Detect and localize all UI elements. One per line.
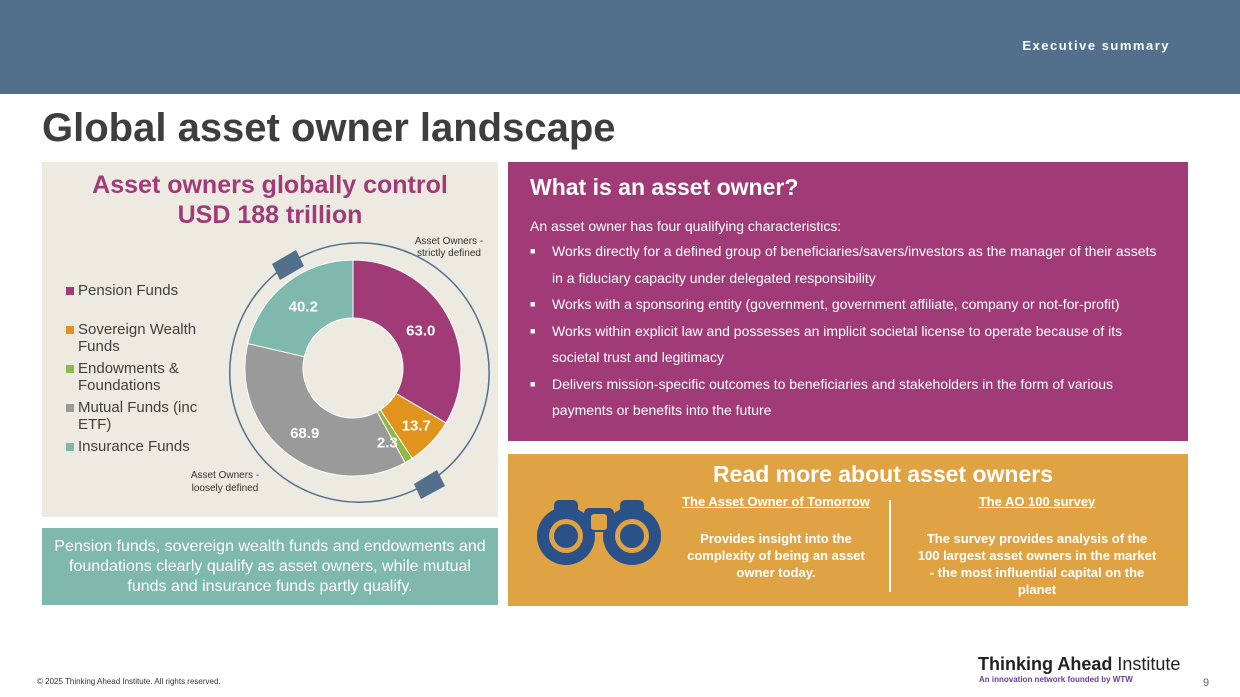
- legend-swatch: [66, 443, 74, 451]
- definition-title: What is an asset owner?: [530, 174, 799, 200]
- brand-name-bold: Thinking Ahead: [978, 654, 1113, 674]
- list-item: ■ Works directly for a defined group of b…: [530, 238, 1170, 291]
- legend-item-endowments: Endowments & Foundations: [66, 360, 211, 394]
- page-number: 9: [1203, 677, 1210, 689]
- legend-swatch: [66, 287, 74, 295]
- legend-swatch: [66, 326, 74, 334]
- loose-boundary-arc: [229, 259, 425, 503]
- legend-swatch: [66, 404, 74, 412]
- brand-tagline: An innovation network founded by WTW: [979, 675, 1133, 684]
- data-label-pension: 63.0: [406, 322, 435, 339]
- donut-slice-pension: [352, 259, 462, 424]
- legend-item-mutual: Mutual Funds (inc ETF): [66, 399, 211, 433]
- legend-label: Pension Funds: [78, 282, 179, 299]
- brand-name-regular: Institute: [1117, 654, 1181, 674]
- strict-arrow-icon: [272, 250, 304, 280]
- link-desc-asset-owner-of-tomorrow: Provides insight into the complexity of …: [687, 531, 865, 580]
- link-title-asset-owner-of-tomorrow[interactable]: The Asset Owner of Tomorrow: [682, 494, 870, 509]
- link-desc-ao-100-survey: The survey provides analysis of the 100 …: [917, 531, 1157, 597]
- bullet-icon: ■: [530, 246, 536, 256]
- bullet-icon: ■: [530, 299, 536, 309]
- link-asset-owner-of-tomorrow: The Asset Owner of Tomorrow Provides ins…: [676, 493, 876, 581]
- data-label-mutual: 68.9: [290, 425, 319, 442]
- chart-title: Asset owners globally control USD 188 tr…: [42, 170, 498, 230]
- header-bar: Executive summary: [0, 0, 1240, 94]
- legend-label-cont: Foundations: [78, 377, 161, 394]
- chart-title-line-2: USD 188 trillion: [177, 201, 363, 229]
- legend-item-pension: Pension Funds: [66, 282, 211, 299]
- legend-label: Endowments &: [78, 360, 179, 377]
- list-item: ■ Works within explicit law and possesses…: [530, 318, 1170, 371]
- list-item-text: Works within explicit law and possesses …: [552, 322, 1123, 366]
- list-item-text: Works directly for a defined group of be…: [552, 243, 1157, 286]
- donut-slice-mutual: [244, 342, 406, 477]
- bullet-icon: ■: [530, 325, 536, 336]
- link-title-ao-100-survey[interactable]: The AO 100 survey: [978, 494, 1096, 509]
- definition-intro: An asset owner has four qualifying chara…: [530, 218, 842, 234]
- legend-label-cont: Funds: [78, 338, 120, 355]
- legend-swatch: [66, 365, 74, 373]
- annotation-strict-line-1: Asset Owners -: [415, 236, 483, 247]
- data-label-sovereign: 13.7: [402, 418, 431, 435]
- copyright-text: © 2025 Thinking Ahead Institute. All rig…: [37, 677, 221, 686]
- chart-title-line-1: Asset owners globally control: [92, 171, 448, 199]
- brand-logo: Thinking Ahead Institute: [978, 654, 1180, 675]
- qualification-note: Pension funds, sovereign wealth funds an…: [42, 528, 498, 605]
- strict-boundary-arc: [294, 242, 490, 486]
- legend-label-cont: ETF): [78, 416, 112, 433]
- list-item: ■ Works with a sponsoring entity (governm…: [530, 291, 1170, 318]
- annotation-loose-line-2: loosely defined: [192, 483, 259, 494]
- chart-panel: Asset owners globally control USD 188 tr…: [42, 162, 498, 517]
- data-label-insurance: 40.2: [289, 298, 318, 315]
- read-more-panel: Read more about asset owners The Asset O…: [508, 454, 1188, 606]
- annotation-strict-line-2: strictly defined: [417, 248, 481, 259]
- column-divider: [889, 500, 891, 592]
- read-more-title: Read more about asset owners: [713, 461, 1053, 487]
- link-ao-100-survey: The AO 100 survey The survey provides an…: [916, 493, 1158, 598]
- page-title: Global asset owner landscape: [42, 106, 616, 150]
- legend-item-insurance: Insurance Funds: [66, 438, 211, 455]
- donut-slice-insurance: [247, 259, 354, 358]
- bullet-icon: ■: [530, 378, 536, 389]
- loose-arrow-icon: [414, 470, 445, 499]
- data-label-endowments: 2.3: [377, 435, 398, 452]
- section-label: Executive summary: [1022, 38, 1170, 53]
- annotation-loose-line-1: Asset Owners -: [191, 470, 259, 481]
- list-item-text: Works with a sponsoring entity (governme…: [552, 296, 1120, 312]
- legend-label: Insurance Funds: [78, 438, 190, 455]
- list-item: ■ Delivers mission-specific outcomes to b…: [530, 371, 1170, 424]
- legend-item-sovereign: Sovereign Wealth Funds: [66, 321, 211, 355]
- list-item-text: Delivers mission-specific outcomes to be…: [552, 375, 1114, 419]
- definition-panel: What is an asset owner? An asset owner h…: [508, 162, 1188, 441]
- legend-label: Sovereign Wealth: [78, 321, 197, 338]
- binoculars-icon: [537, 500, 661, 565]
- legend-label: Mutual Funds (inc: [78, 399, 198, 416]
- donut-chart: 63.0 13.72.3 68.9 40.2 Asset Owners - stric…: [191, 236, 490, 503]
- characteristics-list: ■ Works directly for a defined group of b…: [530, 238, 1170, 424]
- qualification-note-text: Pension funds, sovereign wealth funds an…: [54, 537, 486, 595]
